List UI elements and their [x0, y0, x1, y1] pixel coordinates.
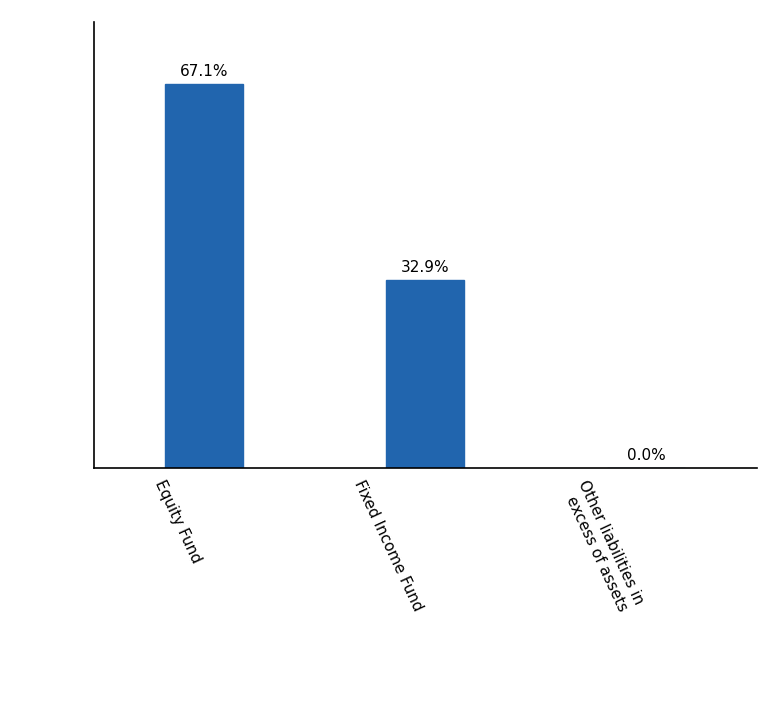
Text: 0.0%: 0.0% [626, 449, 665, 464]
Text: 67.1%: 67.1% [180, 64, 229, 79]
Bar [165, 84, 243, 468]
Bar [386, 279, 464, 468]
Text: 32.9%: 32.9% [401, 260, 449, 275]
